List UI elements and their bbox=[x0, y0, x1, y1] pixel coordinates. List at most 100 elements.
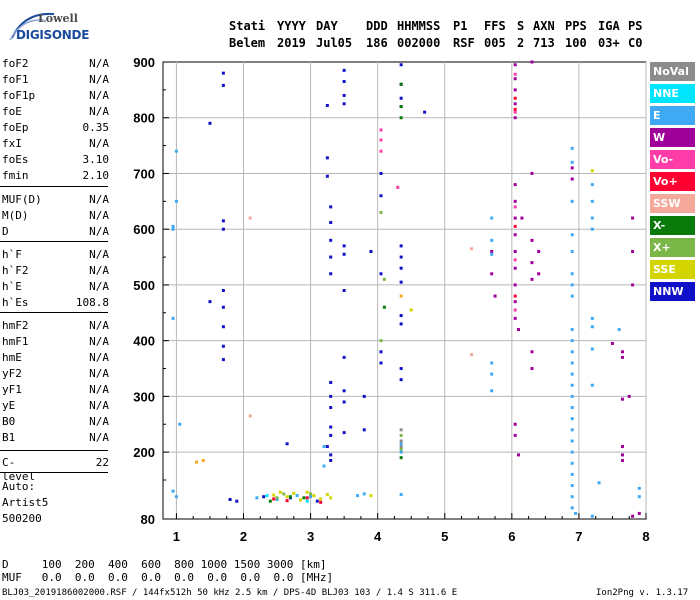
header-label: DAY bbox=[316, 19, 338, 33]
data-point bbox=[379, 339, 383, 343]
data-point bbox=[570, 484, 574, 488]
data-point bbox=[399, 105, 403, 109]
data-point bbox=[621, 350, 625, 354]
data-point bbox=[342, 102, 346, 106]
data-point bbox=[621, 355, 625, 359]
data-point bbox=[513, 96, 517, 100]
data-point bbox=[329, 238, 333, 242]
data-point bbox=[268, 499, 272, 503]
data-point bbox=[399, 439, 403, 443]
header-label: YYYY bbox=[277, 19, 306, 33]
param-value: 108.8 bbox=[75, 296, 109, 309]
header-value: 186 bbox=[366, 36, 388, 50]
data-point bbox=[325, 103, 329, 107]
data-point bbox=[399, 294, 403, 298]
data-point bbox=[221, 305, 225, 309]
data-point bbox=[369, 494, 373, 498]
data-point bbox=[517, 328, 521, 332]
data-point bbox=[597, 481, 601, 485]
data-point bbox=[288, 495, 292, 499]
data-point bbox=[570, 383, 574, 387]
data-point bbox=[513, 316, 517, 320]
param-name: h`F2 bbox=[2, 264, 29, 277]
legend-item: SSE bbox=[650, 260, 695, 279]
data-point bbox=[382, 305, 386, 309]
data-point bbox=[305, 496, 309, 500]
data-point bbox=[490, 216, 494, 220]
data-point bbox=[513, 107, 517, 111]
data-point bbox=[520, 216, 524, 220]
data-point bbox=[513, 216, 517, 220]
data-point bbox=[399, 445, 403, 449]
footer-d-row: D 100 200 400 600 800 1000 1500 3000 [km… bbox=[2, 558, 327, 571]
data-point bbox=[621, 458, 625, 462]
data-point bbox=[382, 277, 386, 281]
data-point bbox=[305, 490, 309, 494]
param-name: MUF(D) bbox=[2, 193, 42, 206]
data-point bbox=[325, 156, 329, 160]
data-point bbox=[610, 341, 614, 345]
auto-artist: Artist5 bbox=[2, 496, 49, 509]
legend-item: Vo+ bbox=[650, 172, 695, 191]
header-label: DDD bbox=[366, 19, 388, 33]
data-point bbox=[637, 511, 641, 515]
data-point bbox=[590, 347, 594, 351]
data-point bbox=[590, 199, 594, 203]
data-point bbox=[325, 174, 329, 178]
data-point bbox=[312, 494, 316, 498]
data-point bbox=[590, 514, 594, 518]
param-divider bbox=[0, 472, 108, 473]
data-point bbox=[570, 450, 574, 454]
data-point bbox=[329, 433, 333, 437]
data-point bbox=[570, 146, 574, 150]
legend-item: X- bbox=[650, 216, 695, 235]
data-point bbox=[399, 428, 403, 432]
data-point bbox=[513, 199, 517, 203]
data-point bbox=[379, 171, 383, 175]
data-point bbox=[570, 495, 574, 499]
data-point bbox=[342, 80, 346, 84]
data-point bbox=[396, 185, 400, 189]
data-point bbox=[399, 378, 403, 382]
y-tick-label: 300 bbox=[133, 389, 155, 404]
data-point bbox=[399, 96, 403, 100]
data-point bbox=[399, 322, 403, 326]
data-point bbox=[325, 445, 329, 449]
data-point bbox=[530, 277, 534, 281]
data-point bbox=[570, 328, 574, 332]
data-point bbox=[322, 464, 326, 468]
param-value: N/A bbox=[89, 137, 109, 150]
data-point bbox=[278, 490, 282, 494]
data-point bbox=[590, 383, 594, 387]
legend-item: NNE bbox=[650, 84, 695, 103]
footer-version: Ion2Png v. 1.3.17 bbox=[596, 588, 689, 598]
data-point bbox=[513, 433, 517, 437]
data-point bbox=[282, 492, 286, 496]
param-value: N/A bbox=[89, 335, 109, 348]
data-point bbox=[299, 498, 303, 502]
legend-item: W bbox=[650, 128, 695, 147]
param-value: N/A bbox=[89, 319, 109, 332]
header-label: IGA bbox=[598, 19, 620, 33]
param-name: hmF2 bbox=[2, 319, 29, 332]
legend-item: NNW bbox=[650, 282, 695, 301]
data-point bbox=[590, 169, 594, 173]
data-point bbox=[490, 238, 494, 242]
y-tick-label: 800 bbox=[133, 111, 155, 126]
data-point bbox=[329, 380, 333, 384]
data-point bbox=[513, 422, 517, 426]
header-value: 002000 bbox=[397, 36, 441, 50]
header-value: C0 bbox=[628, 36, 643, 50]
data-point bbox=[342, 289, 346, 292]
param-divider bbox=[0, 450, 108, 451]
data-point bbox=[319, 497, 323, 501]
param-value: N/A bbox=[89, 351, 109, 364]
data-point bbox=[637, 495, 641, 499]
data-point bbox=[399, 433, 403, 437]
digisonde-logo: Lowell DIGISONDE bbox=[4, 8, 89, 44]
data-point bbox=[329, 425, 333, 429]
param-value: N/A bbox=[89, 193, 109, 206]
data-point bbox=[513, 308, 517, 312]
data-point bbox=[171, 227, 175, 231]
data-point bbox=[570, 283, 574, 287]
